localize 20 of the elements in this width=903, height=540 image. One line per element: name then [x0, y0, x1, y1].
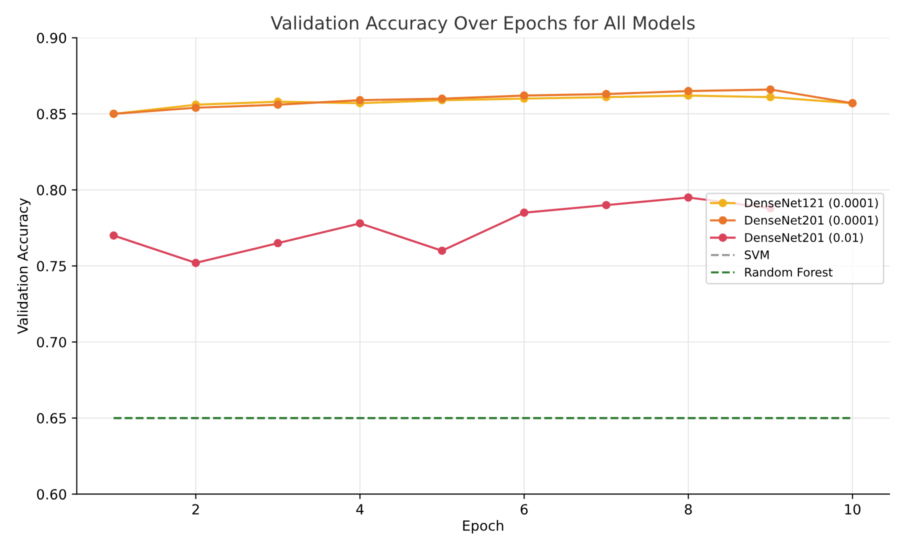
x-tick-label: 6: [520, 504, 528, 515]
y-tick-label: 0.90: [37, 32, 66, 44]
y-tick-label: 0.80: [37, 184, 66, 196]
x-axis-title: Epoch: [463, 520, 504, 534]
legend-label: DenseNet121 (0.0001): [745, 198, 878, 209]
x-tick-label: 10: [845, 504, 860, 515]
y-tick-label: 0.60: [37, 489, 66, 500]
y-tick-label: 0.85: [37, 108, 66, 120]
chart-title: Validation Accuracy Over Epochs for All Models: [270, 16, 695, 34]
legend-label: SVM: [744, 250, 769, 260]
y-tick-label: 0.65: [37, 413, 66, 424]
legend-label: DenseNet201 (0.01): [745, 232, 863, 244]
y-tick-label: 0.75: [37, 260, 66, 272]
y-axis-title: Validation Accuracy: [17, 198, 31, 334]
y-tick-label: 0.70: [37, 336, 66, 348]
legend-label: DenseNet201 (0.0001): [745, 216, 878, 226]
x-tick-label: 8: [684, 504, 692, 515]
x-tick-label: 4: [356, 504, 364, 514]
x-tick-label: 2: [192, 504, 199, 514]
legend-label: Random Forest: [745, 268, 833, 277]
